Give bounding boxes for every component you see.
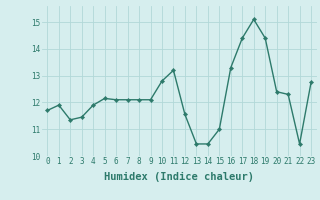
X-axis label: Humidex (Indice chaleur): Humidex (Indice chaleur) bbox=[104, 172, 254, 182]
